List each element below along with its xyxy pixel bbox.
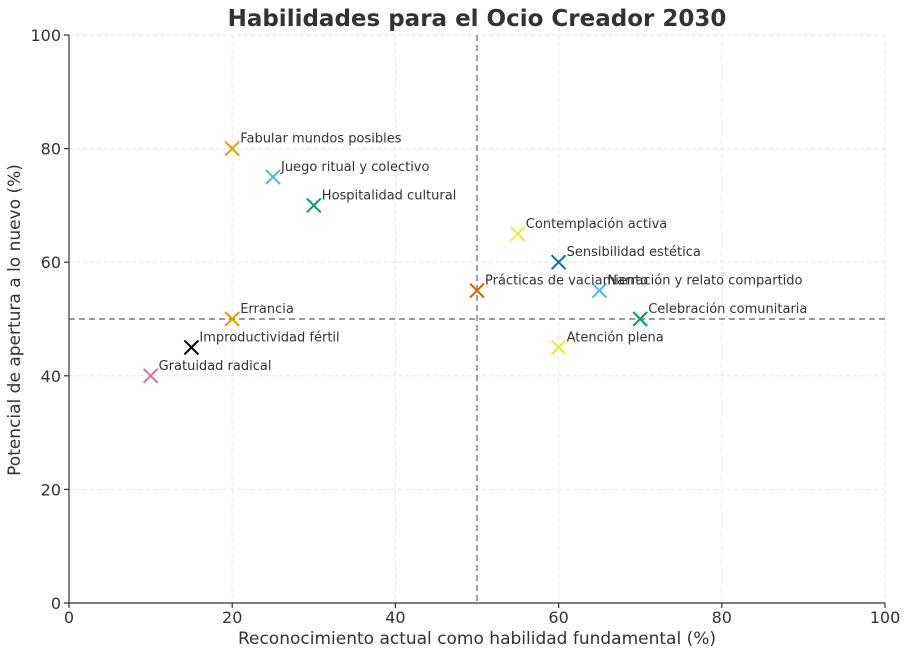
point-label: Juego ritual y colectivo xyxy=(280,160,429,175)
marker-stroke xyxy=(550,254,567,270)
axes-spines xyxy=(68,35,885,604)
marker-stroke xyxy=(142,368,159,384)
marker-stroke xyxy=(224,140,240,157)
point-label: Sensibilidad estética xyxy=(567,245,701,260)
data-point-marker xyxy=(510,226,526,242)
y-tick-label: 40 xyxy=(41,367,61,386)
data-point-marker xyxy=(591,282,608,299)
marker-stroke xyxy=(632,311,648,327)
data-point-marker xyxy=(550,254,567,270)
point-label: Contemplación activa xyxy=(526,217,667,232)
y-tick-label: 60 xyxy=(41,253,61,272)
data-points xyxy=(142,140,648,384)
x-tick-label: 0 xyxy=(64,608,74,627)
data-point-marker xyxy=(550,339,567,356)
data-point-marker xyxy=(469,282,485,299)
point-label: Improductividad fértil xyxy=(199,330,339,345)
point-label: Fabular mundos posibles xyxy=(240,132,402,147)
reference-lines xyxy=(69,35,885,603)
y-tick-label: 0 xyxy=(51,594,61,613)
point-label: Prácticas de vaciamiento xyxy=(485,274,648,289)
x-tick-label: 60 xyxy=(548,608,568,627)
x-tick-label: 80 xyxy=(712,608,732,627)
marker-stroke xyxy=(306,197,322,214)
x-tick-label: 20 xyxy=(222,608,242,627)
y-axis-label: Potencial de apertura a lo nuevo (%) xyxy=(5,164,25,476)
axis-ticks: 0 20 40 60 80 100 0 20 40 60 80 100 xyxy=(30,26,900,627)
data-point-marker xyxy=(224,140,240,157)
y-tick-label: 80 xyxy=(41,140,61,159)
marker-stroke xyxy=(591,282,608,299)
point-label: Gratuidad radical xyxy=(159,359,272,374)
data-point-marker xyxy=(265,169,281,185)
data-point-marker xyxy=(224,311,240,327)
x-tick-label: 40 xyxy=(385,608,405,627)
marker-stroke xyxy=(550,339,567,356)
y-tick-label: 100 xyxy=(30,26,61,45)
point-label: Atención plena xyxy=(567,330,664,345)
data-point-marker xyxy=(306,197,322,214)
point-label: Hospitalidad cultural xyxy=(322,188,457,203)
x-axis-label: Reconocimiento actual como habilidad fun… xyxy=(238,629,716,649)
marker-stroke xyxy=(224,311,240,327)
chart-title: Habilidades para el Ocio Creador 2030 xyxy=(228,6,727,32)
x-tick-label: 100 xyxy=(870,608,901,627)
point-labels: Fabular mundos posibles Juego ritual y co… xyxy=(159,132,808,374)
y-tick-label: 20 xyxy=(41,480,61,499)
data-point-marker xyxy=(142,368,159,384)
marker-stroke xyxy=(510,226,526,242)
point-label: Errancia xyxy=(240,302,294,317)
data-point-marker xyxy=(632,311,648,327)
marker-stroke xyxy=(183,339,200,356)
marker-stroke xyxy=(469,282,485,299)
point-label: Celebración comunitaria xyxy=(648,302,807,317)
data-point-marker xyxy=(183,339,200,356)
marker-stroke xyxy=(265,169,281,185)
point-label: Narración y relato compartido xyxy=(607,274,802,289)
